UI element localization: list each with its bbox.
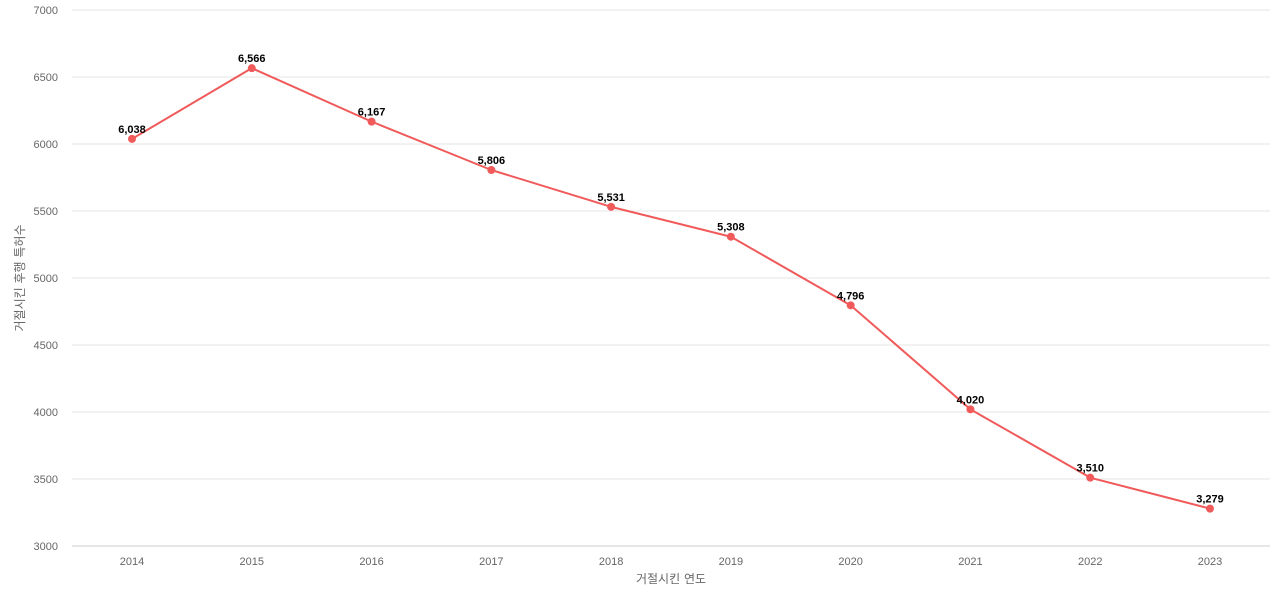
y-tick-label: 5000 bbox=[34, 273, 58, 285]
series-line bbox=[131, 67, 1211, 510]
data-label: 4,020 bbox=[957, 394, 985, 406]
data-point[interactable] bbox=[726, 232, 735, 241]
data-point[interactable] bbox=[1086, 473, 1095, 482]
y-axis-title: 거절시킨 후행 특허수 bbox=[12, 225, 27, 332]
data-point[interactable] bbox=[966, 405, 975, 414]
x-tick-label: 2018 bbox=[599, 556, 623, 568]
x-tick-label: 2023 bbox=[1198, 556, 1222, 568]
data-label: 6,038 bbox=[118, 124, 146, 136]
x-tick-label: 2015 bbox=[240, 556, 264, 568]
x-tick-label: 2021 bbox=[958, 556, 982, 568]
x-tick-label: 2020 bbox=[838, 556, 862, 568]
y-tick-label: 4500 bbox=[34, 340, 58, 352]
x-tick-label: 2022 bbox=[1078, 556, 1102, 568]
data-label: 6,167 bbox=[358, 107, 386, 119]
x-axis-ticks: 2014 2015 2016 2017 2018 2019 2020 2021 2022 2023 bbox=[120, 556, 1222, 568]
y-tick-label: 5500 bbox=[34, 206, 58, 218]
data-label: 3,510 bbox=[1076, 463, 1104, 475]
y-tick-label: 4000 bbox=[34, 407, 58, 419]
y-tick-label: 3500 bbox=[34, 474, 58, 486]
data-label: 4,796 bbox=[837, 290, 865, 302]
x-tick-label: 2017 bbox=[479, 556, 503, 568]
data-point[interactable] bbox=[1206, 504, 1214, 513]
y-tick-label: 7000 bbox=[34, 5, 58, 17]
data-point[interactable] bbox=[128, 134, 136, 143]
x-axis-title: 거절시킨 연도 bbox=[636, 572, 706, 586]
data-label: 5,531 bbox=[597, 192, 625, 204]
data-label: 5,806 bbox=[478, 155, 506, 167]
data-label: 5,308 bbox=[717, 222, 745, 234]
data-point[interactable] bbox=[607, 202, 616, 211]
series-layer bbox=[128, 64, 1214, 513]
data-point[interactable] bbox=[247, 64, 256, 73]
data-label: 3,279 bbox=[1196, 494, 1224, 506]
x-tick-label: 2016 bbox=[359, 556, 383, 568]
y-tick-label: 6500 bbox=[34, 72, 58, 84]
x-tick-label: 2019 bbox=[719, 556, 743, 568]
gridlines bbox=[72, 9, 1270, 480]
x-tick-label: 2014 bbox=[120, 556, 144, 568]
data-point[interactable] bbox=[367, 117, 376, 126]
data-label: 6,566 bbox=[238, 53, 266, 65]
data-labels: 6,038 6,566 6,167 5,806 5,531 5,308 4,796 4,020… bbox=[118, 53, 1224, 505]
data-point[interactable] bbox=[846, 301, 855, 310]
y-tick-label: 6000 bbox=[34, 139, 58, 151]
y-tick-label: 3000 bbox=[34, 541, 58, 553]
data-point[interactable] bbox=[487, 165, 496, 174]
y-axis-ticks: 3000 3500 4000 4500 5000 5500 6000 6500 7000 bbox=[34, 5, 58, 553]
